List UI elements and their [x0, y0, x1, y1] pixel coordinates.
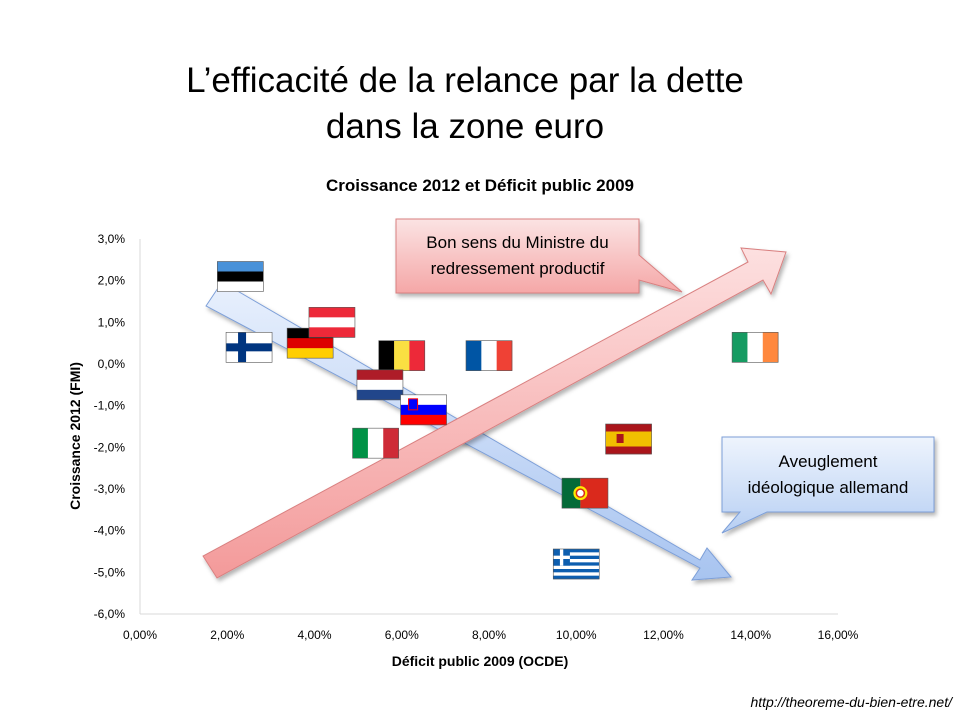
greece-flag — [552, 548, 600, 580]
y-tick-label: 0,0% — [98, 357, 126, 371]
estonia-flag — [217, 261, 264, 292]
y-tick-label: -2,0% — [94, 440, 126, 454]
slide-title: L’efficacité de la relance par la dette … — [0, 58, 930, 150]
y-tick-label: 1,0% — [98, 315, 126, 329]
bottom-callout-line-1: Aveuglement — [778, 452, 878, 471]
finland-flag — [225, 332, 273, 363]
slide-title-line-1: L’efficacité de la relance par la dette — [186, 61, 744, 100]
top-callout-text: Bon sens du Ministre du redressement pro… — [396, 230, 639, 282]
top-callout-box — [395, 218, 683, 294]
red-trend-arrow — [202, 247, 787, 579]
source-link[interactable]: http://theoreme-du-bien-etre.net/ — [750, 694, 952, 710]
x-tick-label: 8,00% — [472, 628, 506, 642]
x-axis-title: Déficit public 2009 (OCDE) — [391, 653, 569, 669]
x-tick-label: 2,00% — [210, 628, 244, 642]
ireland-flag — [731, 332, 779, 363]
x-tick-label: 10,00% — [556, 628, 597, 642]
x-tick-label: 14,00% — [730, 628, 771, 642]
y-tick-label: 2,0% — [98, 274, 126, 288]
top-callout-line-2: redressement productif — [430, 259, 605, 278]
x-tick-label: 0,00% — [123, 628, 157, 642]
slovenia-flag — [400, 394, 447, 426]
x-tick-label: 4,00% — [297, 628, 331, 642]
x-tick-label: 16,00% — [818, 628, 859, 642]
y-axis-title: Croissance 2012 (FMI) — [67, 362, 83, 510]
y-tick-label: -6,0% — [94, 607, 126, 621]
netherlands-flag — [356, 369, 404, 401]
italy-flag — [352, 427, 399, 459]
y-tick-label: -3,0% — [94, 482, 126, 496]
slide-title-line-2: dans la zone euro — [325, 107, 605, 146]
y-tick-label: -4,0% — [94, 524, 126, 538]
x-tick-label: 6,00% — [385, 628, 419, 642]
top-callout-line-1: Bon sens du Ministre du — [426, 233, 609, 252]
y-tick-label: -1,0% — [94, 399, 126, 413]
belgium-flag — [378, 340, 426, 371]
france-flag — [465, 340, 513, 371]
bottom-callout-text: Aveuglement idéologique allemand — [722, 449, 934, 501]
austria-flag — [308, 307, 356, 338]
y-tick-label: -5,0% — [94, 565, 126, 579]
portugal-flag — [561, 477, 609, 509]
spain-flag — [605, 423, 652, 455]
bottom-callout-line-2: idéologique allemand — [747, 478, 909, 497]
x-tick-label: 12,00% — [643, 628, 684, 642]
chart-title: Croissance 2012 et Déficit public 2009 — [325, 176, 635, 195]
bottom-callout-box — [721, 436, 935, 534]
y-tick-label: 3,0% — [98, 232, 126, 246]
